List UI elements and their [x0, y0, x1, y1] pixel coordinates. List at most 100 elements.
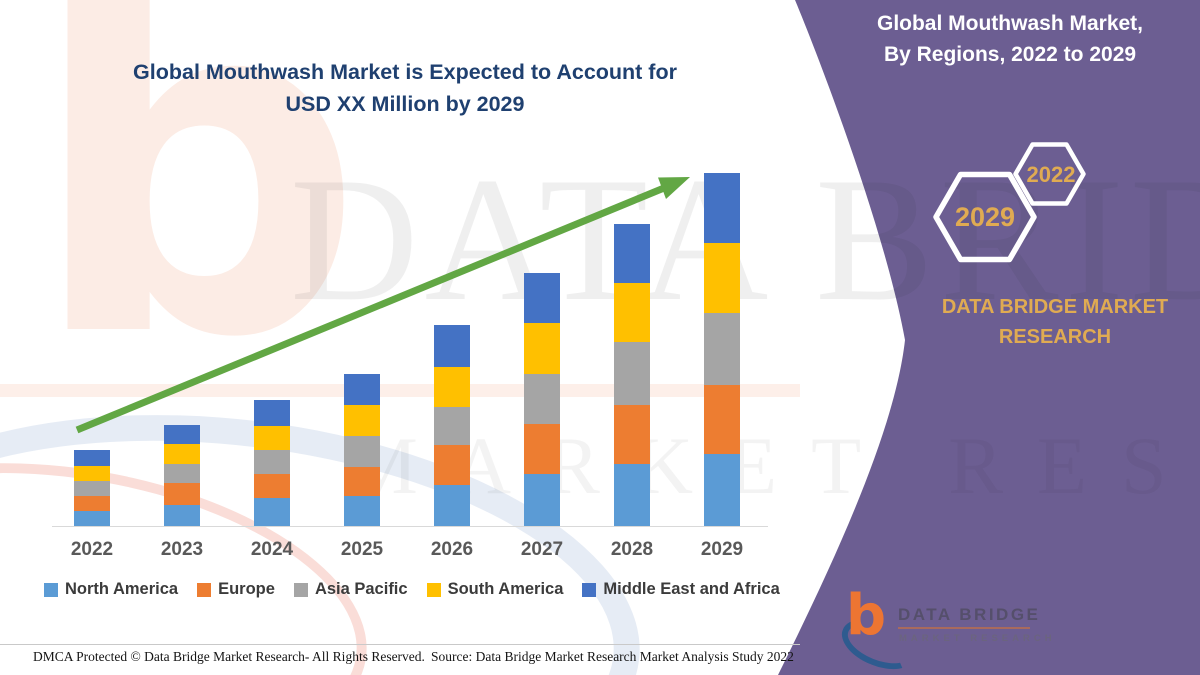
stacked-bar-2025: [344, 374, 380, 526]
legend-swatch-icon: [582, 582, 597, 597]
segment-2023-europe: [164, 483, 200, 505]
legend-swatch-icon: [426, 582, 441, 597]
side-panel-title-line1: Global Mouthwash Market,: [876, 12, 1144, 35]
segment-2027-middle-east-and-africa: [524, 273, 560, 323]
segment-2028-north-america: [614, 464, 650, 526]
legend-label: South America: [447, 580, 564, 598]
legend-swatch-icon: [197, 582, 212, 597]
chart-title: Global Mouthwash Market is Expected to A…: [110, 56, 700, 120]
segment-2028-asia-pacific: [614, 342, 650, 405]
hexagon-2022: [1013, 142, 1086, 206]
year-hexagons: 2029 2022: [933, 142, 1086, 263]
logo-tagline: MARKET RESEARCH: [899, 633, 1056, 644]
x-axis-label-2024: 2024: [250, 539, 294, 560]
segment-2023-north-america: [164, 505, 200, 526]
stacked-bar-2022: [74, 450, 110, 526]
databridge-logo: b DATA BRIDGE MARKET RESEARCH: [834, 588, 1160, 675]
x-axis-label-2027: 2027: [520, 539, 564, 560]
segment-2022-south-america: [74, 466, 110, 481]
legend-label: Middle East and Africa: [603, 580, 780, 598]
legend-item-south-america: South America: [426, 580, 564, 599]
hexagon-2029-label: 2029: [955, 202, 1015, 232]
x-axis-label-2029: 2029: [700, 539, 744, 560]
chart-legend: North America Europe Asia Pacific South Ame…: [44, 580, 784, 599]
side-panel-brand-line2: RESEARCH: [998, 326, 1112, 348]
legend-label: Europe: [218, 580, 275, 598]
segment-2026-middle-east-and-africa: [434, 325, 470, 367]
segment-2025-europe: [344, 467, 380, 496]
segment-2024-asia-pacific: [254, 450, 290, 474]
legend-label: North America: [65, 580, 179, 598]
stacked-bar-plot: 2022 2023 2024 2025 2026 2027 2028 2029: [70, 173, 744, 560]
segment-2025-south-america: [344, 405, 380, 436]
segment-2026-europe: [434, 445, 470, 485]
logo-underline: [898, 627, 1030, 629]
segment-2025-asia-pacific: [344, 436, 380, 467]
segment-2029-south-america: [704, 243, 740, 313]
segment-2024-europe: [254, 474, 290, 498]
legend-item-north-america: North America: [44, 580, 178, 599]
legend-label: Asia Pacific: [314, 580, 408, 598]
x-axis-label-2025: 2025: [340, 539, 384, 560]
segment-2028-europe: [614, 405, 650, 464]
source-note: Source: Data Bridge Market Research Mark…: [431, 649, 794, 664]
logo-b-icon: b: [846, 583, 887, 648]
footer-divider: [0, 644, 800, 645]
side-panel-title: Global Mouthwash Market, By Regions, 202…: [830, 8, 1190, 70]
chart-title-line2: USD XX Million by 2029: [285, 92, 525, 116]
legend-item-asia-pacific: Asia Pacific: [293, 580, 408, 599]
stacked-bar-2027: [524, 273, 560, 526]
hexagon-2029: [933, 171, 1037, 263]
marketresearch-text-watermark: MARKET RESEARCH: [345, 420, 1200, 511]
segment-2024-north-america: [254, 498, 290, 526]
trend-arrow: [75, 177, 690, 434]
segment-2029-north-america: [704, 454, 740, 526]
x-axis-label-2023: 2023: [160, 539, 204, 560]
segment-2029-europe: [704, 385, 740, 454]
segment-2026-asia-pacific: [434, 407, 470, 445]
segment-2024-south-america: [254, 426, 290, 450]
stacked-bar-2028: [614, 224, 650, 526]
legend-item-middle-east-and-africa: Middle East and Africa: [582, 580, 780, 599]
segment-2027-europe: [524, 424, 560, 474]
segment-2023-asia-pacific: [164, 464, 200, 483]
stacked-bar-2026: [434, 325, 470, 526]
segment-2024-middle-east-and-africa: [254, 400, 290, 426]
x-axis-label-2022: 2022: [70, 539, 114, 560]
hexagon-2022-label: 2022: [1027, 162, 1076, 187]
x-axis-baseline: [52, 526, 768, 527]
segment-2029-middle-east-and-africa: [704, 173, 740, 243]
legend-swatch-icon: [44, 582, 58, 597]
side-panel-brand: DATA BRIDGE MARKET RESEARCH: [905, 292, 1200, 352]
x-axis-label-2026: 2026: [430, 539, 474, 560]
segment-2028-south-america: [614, 283, 650, 342]
segment-2023-south-america: [164, 444, 200, 464]
segment-2027-south-america: [524, 323, 560, 374]
segment-2025-north-america: [344, 496, 380, 526]
legend-swatch-icon: [293, 582, 308, 597]
stacked-bar-2024: [254, 400, 290, 526]
pink-stripe-watermark: [0, 384, 800, 397]
segment-2027-asia-pacific: [524, 374, 560, 424]
logo-name: DATA BRIDGE: [898, 605, 1041, 624]
stacked-bar-2023: [164, 425, 200, 526]
side-panel-title-line2: By Regions, 2022 to 2029: [883, 43, 1137, 66]
segment-2022-middle-east-and-africa: [74, 450, 110, 466]
segment-2029-asia-pacific: [704, 313, 740, 385]
side-panel-brand-line1: DATA BRIDGE MARKET: [941, 296, 1169, 318]
segment-2026-north-america: [434, 485, 470, 526]
dmca-notice: DMCA Protected © Data Bridge Market Rese…: [33, 649, 425, 664]
databridge-text-watermark: DATA BRIDGE: [290, 140, 1200, 338]
segment-2028-middle-east-and-africa: [614, 224, 650, 283]
segment-2022-asia-pacific: [74, 481, 110, 496]
stacked-bar-2029: [704, 173, 740, 526]
chart-title-line1: Global Mouthwash Market is Expected to A…: [133, 60, 677, 84]
segment-2023-middle-east-and-africa: [164, 425, 200, 444]
legend-item-europe: Europe: [197, 580, 275, 599]
segment-2027-north-america: [524, 474, 560, 526]
segment-2025-middle-east-and-africa: [344, 374, 380, 405]
x-axis-label-2028: 2028: [610, 539, 654, 560]
segment-2026-south-america: [434, 367, 470, 407]
